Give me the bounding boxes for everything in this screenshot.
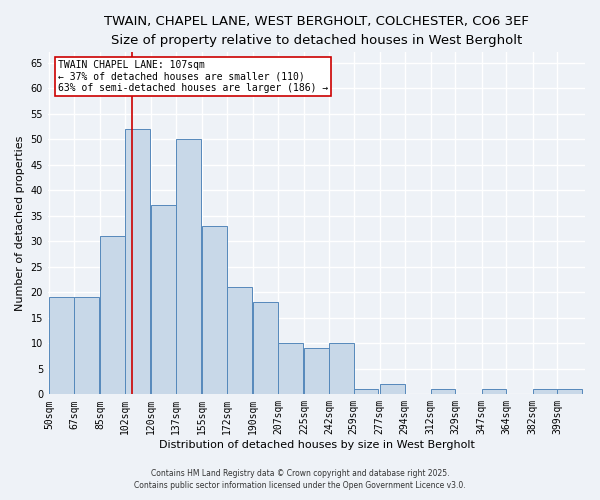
Bar [353,389,379,394]
Bar [151,206,176,394]
Bar [304,348,329,395]
Title: TWAIN, CHAPEL LANE, WEST BERGHOLT, COLCHESTER, CO6 3EF
Size of property relative: TWAIN, CHAPEL LANE, WEST BERGHOLT, COLCH… [104,15,529,47]
Bar [253,302,278,394]
Bar [380,384,404,394]
Bar [176,139,201,394]
X-axis label: Distribution of detached houses by size in West Bergholt: Distribution of detached houses by size … [158,440,475,450]
Bar [202,226,227,394]
Bar [533,389,557,394]
Y-axis label: Number of detached properties: Number of detached properties [15,136,25,311]
Bar [74,298,99,394]
Bar [329,344,353,394]
Bar [125,129,150,394]
Bar [557,389,582,394]
Text: Contains HM Land Registry data © Crown copyright and database right 2025.
Contai: Contains HM Land Registry data © Crown c… [134,468,466,490]
Bar [278,344,302,394]
Bar [100,236,125,394]
Bar [49,298,74,394]
Text: TWAIN CHAPEL LANE: 107sqm
← 37% of detached houses are smaller (110)
63% of semi: TWAIN CHAPEL LANE: 107sqm ← 37% of detac… [58,60,328,93]
Bar [482,389,506,394]
Bar [431,389,455,394]
Bar [227,287,251,395]
